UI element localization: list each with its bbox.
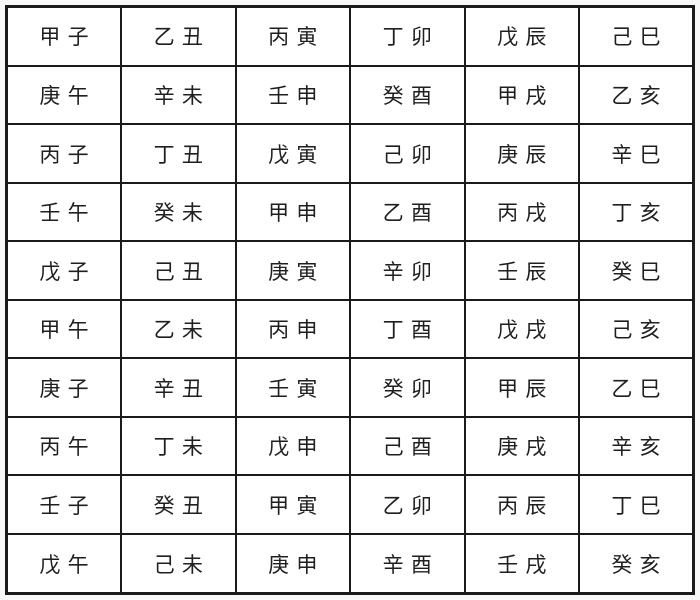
jiazi-cell: 丙子 <box>5 123 122 184</box>
jiazi-table-body: 甲子 乙丑 丙寅 丁卯 戊辰 己巳 庚午 辛未 壬申 癸酉 甲戌 乙亥 丙子 丁丑 戊寅 己卯 庚辰 辛巳 壬午 癸未… <box>5 5 695 595</box>
table-row: 甲午 乙未 丙申 丁酉 戊戌 己亥 <box>5 298 695 360</box>
jiazi-table-container: 甲子 乙丑 丙寅 丁卯 戊辰 己巳 庚午 辛未 壬申 癸酉 甲戌 乙亥 丙子 丁丑 戊寅 己卯 庚辰 辛巳 壬午 癸未… <box>5 5 695 595</box>
jiazi-cell: 壬午 <box>5 181 122 243</box>
jiazi-cell: 己巳 <box>578 5 695 67</box>
jiazi-cell: 辛丑 <box>120 357 237 418</box>
jiazi-cell: 癸酉 <box>349 64 466 126</box>
jiazi-cell: 癸丑 <box>120 474 237 535</box>
jiazi-cell: 戊申 <box>234 415 351 477</box>
jiazi-cell: 己丑 <box>120 240 237 301</box>
jiazi-cell: 戊戌 <box>463 298 580 360</box>
jiazi-cell: 丁酉 <box>349 298 466 360</box>
jiazi-cell: 癸亥 <box>578 533 695 595</box>
table-row: 戊午 己未 庚申 辛酉 壬戌 癸亥 <box>5 533 695 595</box>
jiazi-cell: 丙寅 <box>234 5 351 67</box>
table-row: 庚子 辛丑 壬寅 癸卯 甲辰 乙巳 <box>5 357 695 418</box>
jiazi-table: 甲子 乙丑 丙寅 丁卯 戊辰 己巳 庚午 辛未 壬申 癸酉 甲戌 乙亥 丙子 丁丑 戊寅 己卯 庚辰 辛巳 壬午 癸未… <box>5 5 695 595</box>
jiazi-cell: 癸卯 <box>349 357 466 418</box>
jiazi-cell: 庚申 <box>234 533 351 595</box>
jiazi-cell: 壬寅 <box>234 357 351 418</box>
jiazi-cell: 丙辰 <box>463 474 580 535</box>
jiazi-cell: 甲申 <box>234 181 351 243</box>
jiazi-cell: 甲子 <box>5 5 122 67</box>
jiazi-cell: 乙亥 <box>578 64 695 126</box>
jiazi-cell: 己酉 <box>349 415 466 477</box>
jiazi-cell: 辛巳 <box>578 123 695 184</box>
table-row: 甲子 乙丑 丙寅 丁卯 戊辰 己巳 <box>5 5 695 67</box>
jiazi-cell: 丁丑 <box>120 123 237 184</box>
jiazi-cell: 癸未 <box>120 181 237 243</box>
table-row: 丙子 丁丑 戊寅 己卯 庚辰 辛巳 <box>5 123 695 184</box>
jiazi-cell: 甲辰 <box>463 357 580 418</box>
jiazi-cell: 丁卯 <box>349 5 466 67</box>
table-row: 庚午 辛未 壬申 癸酉 甲戌 乙亥 <box>5 64 695 126</box>
table-row: 壬子 癸丑 甲寅 乙卯 丙辰 丁巳 <box>5 474 695 535</box>
jiazi-cell: 己亥 <box>578 298 695 360</box>
jiazi-cell: 戊寅 <box>234 123 351 184</box>
jiazi-cell: 壬申 <box>234 64 351 126</box>
jiazi-cell: 丙申 <box>234 298 351 360</box>
jiazi-cell: 戊午 <box>5 533 122 595</box>
jiazi-cell: 己未 <box>120 533 237 595</box>
jiazi-cell: 庚子 <box>5 357 122 418</box>
jiazi-cell: 壬子 <box>5 474 122 535</box>
jiazi-cell: 壬辰 <box>463 240 580 301</box>
table-row: 壬午 癸未 甲申 乙酉 丙戌 丁亥 <box>5 181 695 243</box>
jiazi-cell: 甲戌 <box>463 64 580 126</box>
jiazi-cell: 甲寅 <box>234 474 351 535</box>
jiazi-cell: 癸巳 <box>578 240 695 301</box>
jiazi-cell: 乙丑 <box>120 5 237 67</box>
jiazi-cell: 辛卯 <box>349 240 466 301</box>
jiazi-cell: 乙巳 <box>578 357 695 418</box>
jiazi-cell: 庚辰 <box>463 123 580 184</box>
jiazi-cell: 丙戌 <box>463 181 580 243</box>
jiazi-cell: 乙卯 <box>349 474 466 535</box>
jiazi-cell: 丁巳 <box>578 474 695 535</box>
jiazi-cell: 戊子 <box>5 240 122 301</box>
jiazi-cell: 丁亥 <box>578 181 695 243</box>
jiazi-cell: 戊辰 <box>463 5 580 67</box>
table-row: 戊子 己丑 庚寅 辛卯 壬辰 癸巳 <box>5 240 695 301</box>
jiazi-cell: 庚午 <box>5 64 122 126</box>
jiazi-cell: 丁未 <box>120 415 237 477</box>
jiazi-cell: 庚戌 <box>463 415 580 477</box>
jiazi-cell: 庚寅 <box>234 240 351 301</box>
jiazi-cell: 辛酉 <box>349 533 466 595</box>
jiazi-cell: 乙酉 <box>349 181 466 243</box>
jiazi-cell: 壬戌 <box>463 533 580 595</box>
table-row: 丙午 丁未 戊申 己酉 庚戌 辛亥 <box>5 415 695 477</box>
jiazi-cell: 辛亥 <box>578 415 695 477</box>
jiazi-cell: 己卯 <box>349 123 466 184</box>
jiazi-cell: 乙未 <box>120 298 237 360</box>
jiazi-cell: 甲午 <box>5 298 122 360</box>
jiazi-cell: 丙午 <box>5 415 122 477</box>
jiazi-cell: 辛未 <box>120 64 237 126</box>
